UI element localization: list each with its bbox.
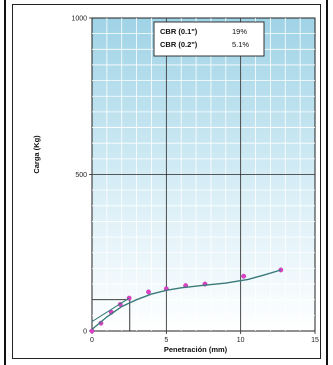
correction-line — [91, 297, 130, 323]
x-tick-label: 5 — [164, 337, 168, 344]
x-tick-label: 10 — [237, 337, 245, 344]
right-frame-line — [326, 0, 328, 365]
x-tick-label: 15 — [311, 337, 319, 344]
cbr-label: CBR (0.2") — [160, 40, 198, 49]
y-tick-label: 1000 — [71, 16, 87, 23]
chart-panel: 0 5 10 15 0 500 1000 Penetración (mm) Carga (Kg)… — [12, 4, 321, 359]
cbr-value: 5.1% — [232, 40, 249, 49]
cbr-legend-box — [153, 21, 265, 57]
data-point — [241, 273, 247, 279]
y-axis-title: Carga (Kg) — [32, 135, 41, 174]
data-point — [146, 289, 151, 295]
left-frame-line — [4, 0, 6, 365]
fitted-curve — [91, 269, 281, 330]
x-axis-title: Penetración (mm) — [164, 345, 228, 354]
cbr-value: 19% — [232, 27, 247, 36]
cbr-chart: 0 5 10 15 0 500 1000 Penetración (mm) Carga (Kg)… — [32, 16, 319, 355]
y-tick-label: 0 — [83, 329, 87, 336]
cbr-label: CBR (0.1") — [160, 27, 198, 36]
y-tick-label: 500 — [75, 172, 87, 179]
data-point — [89, 328, 95, 334]
x-tick-label: 0 — [90, 337, 94, 344]
